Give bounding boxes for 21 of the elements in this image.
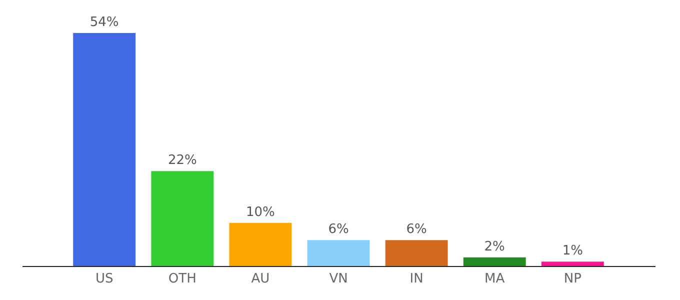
bar — [151, 171, 214, 266]
x-tick-label: OTH — [168, 272, 196, 286]
data-label: 6% — [328, 222, 349, 238]
bar — [385, 240, 448, 266]
x-tick-label: US — [95, 272, 114, 286]
bar — [307, 240, 370, 266]
x-tick-label: AU — [251, 272, 270, 286]
bar — [541, 262, 604, 266]
data-label: 1% — [562, 244, 583, 259]
data-label: 6% — [406, 222, 427, 238]
data-label: 54% — [90, 15, 119, 30]
bar — [463, 257, 526, 266]
data-label: 22% — [168, 153, 197, 168]
x-tick-label: IN — [410, 272, 424, 286]
data-label: 2% — [484, 239, 505, 254]
x-tick-label: MA — [484, 272, 505, 286]
x-tick-label: NP — [564, 272, 582, 286]
bar — [229, 222, 292, 266]
data-label: 10% — [246, 204, 275, 220]
x-tick-label: VN — [329, 272, 348, 286]
bar — [73, 33, 136, 266]
